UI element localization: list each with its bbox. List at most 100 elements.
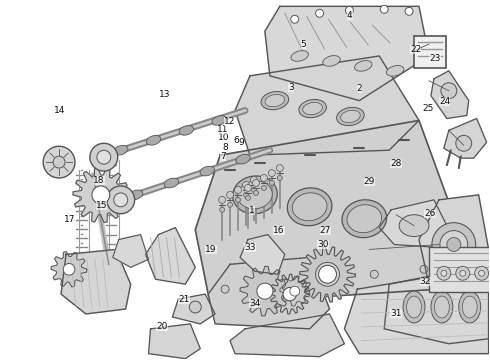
Circle shape (370, 270, 378, 278)
Circle shape (235, 186, 242, 193)
Circle shape (227, 202, 233, 207)
Polygon shape (270, 274, 310, 314)
Circle shape (318, 265, 337, 283)
Text: 20: 20 (156, 322, 168, 331)
Circle shape (460, 270, 465, 276)
Ellipse shape (399, 215, 429, 237)
Text: 17: 17 (64, 215, 75, 224)
Circle shape (447, 238, 461, 251)
Ellipse shape (407, 296, 421, 318)
Circle shape (475, 266, 489, 280)
Circle shape (320, 275, 328, 283)
Text: 2: 2 (357, 84, 362, 93)
Text: 12: 12 (224, 117, 235, 126)
Text: 25: 25 (422, 104, 433, 113)
Ellipse shape (179, 126, 194, 135)
Ellipse shape (265, 95, 285, 107)
Text: 26: 26 (424, 210, 436, 219)
Text: 23: 23 (429, 54, 441, 63)
Ellipse shape (233, 176, 277, 214)
Circle shape (291, 15, 299, 23)
Polygon shape (280, 276, 310, 306)
Circle shape (271, 280, 279, 288)
Polygon shape (384, 264, 489, 344)
Polygon shape (51, 252, 87, 287)
Circle shape (90, 143, 118, 171)
Circle shape (243, 181, 249, 188)
Circle shape (252, 180, 259, 186)
Circle shape (261, 185, 267, 190)
Circle shape (92, 186, 110, 204)
Circle shape (316, 9, 323, 17)
Ellipse shape (341, 111, 360, 123)
Polygon shape (344, 267, 489, 354)
Circle shape (107, 186, 135, 214)
Circle shape (437, 266, 451, 280)
Ellipse shape (293, 193, 327, 221)
Circle shape (114, 193, 128, 207)
Polygon shape (113, 235, 148, 267)
Ellipse shape (355, 60, 372, 71)
Ellipse shape (431, 291, 453, 323)
Text: 33: 33 (244, 243, 256, 252)
Circle shape (236, 197, 241, 202)
Text: 8: 8 (222, 143, 228, 152)
Circle shape (456, 266, 470, 280)
Circle shape (189, 301, 201, 313)
Ellipse shape (342, 200, 387, 238)
Circle shape (251, 188, 256, 192)
Ellipse shape (238, 181, 272, 209)
Ellipse shape (347, 205, 382, 233)
Ellipse shape (299, 99, 326, 118)
Text: 4: 4 (347, 11, 353, 20)
Polygon shape (265, 6, 429, 100)
Polygon shape (240, 266, 290, 316)
Circle shape (276, 165, 283, 172)
Circle shape (220, 207, 224, 212)
Polygon shape (196, 121, 459, 304)
Ellipse shape (212, 116, 226, 125)
Circle shape (219, 196, 225, 203)
Polygon shape (208, 257, 329, 329)
Text: 18: 18 (93, 176, 104, 185)
Polygon shape (444, 118, 487, 158)
Text: 10: 10 (219, 132, 230, 141)
Text: 7: 7 (220, 152, 226, 161)
Polygon shape (61, 249, 131, 314)
Circle shape (420, 265, 428, 273)
Ellipse shape (459, 291, 481, 323)
Ellipse shape (303, 103, 322, 115)
Circle shape (43, 146, 75, 178)
Circle shape (380, 5, 388, 13)
FancyBboxPatch shape (429, 247, 490, 292)
Ellipse shape (114, 145, 128, 155)
Circle shape (283, 287, 296, 301)
Circle shape (245, 195, 250, 201)
Ellipse shape (128, 190, 143, 200)
Ellipse shape (164, 178, 179, 188)
Circle shape (441, 270, 447, 276)
Text: 21: 21 (178, 295, 190, 304)
Ellipse shape (261, 91, 289, 110)
Circle shape (345, 6, 353, 14)
Ellipse shape (387, 66, 404, 76)
Circle shape (316, 262, 340, 286)
Circle shape (253, 190, 258, 195)
Polygon shape (146, 228, 196, 284)
Circle shape (245, 184, 251, 192)
Circle shape (290, 286, 300, 296)
Ellipse shape (291, 51, 308, 61)
Text: 28: 28 (391, 159, 402, 168)
FancyBboxPatch shape (414, 36, 446, 68)
Circle shape (456, 135, 472, 151)
Circle shape (250, 176, 257, 184)
Polygon shape (235, 56, 419, 155)
Text: 1: 1 (249, 206, 255, 215)
Circle shape (269, 170, 275, 176)
Text: 19: 19 (205, 245, 217, 254)
Ellipse shape (462, 296, 477, 318)
Circle shape (277, 176, 282, 180)
Text: 9: 9 (239, 138, 245, 147)
Circle shape (441, 83, 457, 99)
Text: 16: 16 (273, 225, 285, 234)
